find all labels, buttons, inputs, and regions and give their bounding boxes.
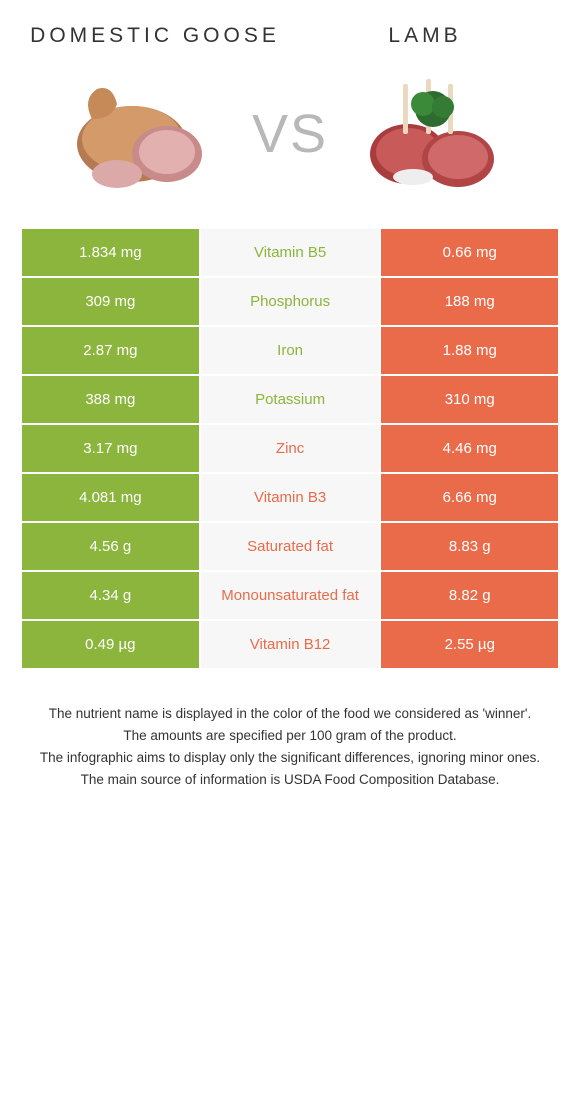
table-row: 0.49 µgVitamin B122.55 µg — [22, 621, 558, 668]
left-value: 1.834 mg — [22, 229, 199, 276]
table-row: 309 mgPhosphorus188 mg — [22, 278, 558, 325]
table-row: 388 mgPotassium310 mg — [22, 376, 558, 423]
vs-label: VS — [252, 103, 328, 165]
table-row: 3.17 mgZinc4.46 mg — [22, 425, 558, 472]
header: Domestic goose Lamb — [0, 0, 580, 59]
left-value: 4.56 g — [22, 523, 199, 570]
left-value: 388 mg — [22, 376, 199, 423]
nutrient-label: Saturated fat — [201, 523, 380, 570]
table-row: 1.834 mgVitamin B50.66 mg — [22, 229, 558, 276]
left-value: 4.081 mg — [22, 474, 199, 521]
left-value: 0.49 µg — [22, 621, 199, 668]
footer-line: The main source of information is USDA F… — [28, 770, 552, 791]
table-row: 4.56 gSaturated fat8.83 g — [22, 523, 558, 570]
nutrient-label: Iron — [201, 327, 380, 374]
vs-row: VS — [0, 59, 580, 227]
nutrient-label: Phosphorus — [201, 278, 380, 325]
right-value: 6.66 mg — [381, 474, 558, 521]
right-value: 0.66 mg — [381, 229, 558, 276]
nutrient-label: Vitamin B3 — [201, 474, 380, 521]
table-row: 4.081 mgVitamin B36.66 mg — [22, 474, 558, 521]
nutrient-label: Potassium — [201, 376, 380, 423]
left-value: 4.34 g — [22, 572, 199, 619]
table-row: 4.34 gMonounsaturated fat8.82 g — [22, 572, 558, 619]
right-value: 1.88 mg — [381, 327, 558, 374]
table-row: 2.87 mgIron1.88 mg — [22, 327, 558, 374]
footer-line: The infographic aims to display only the… — [28, 748, 552, 769]
left-value: 3.17 mg — [22, 425, 199, 472]
nutrient-label: Zinc — [201, 425, 380, 472]
right-value: 4.46 mg — [381, 425, 558, 472]
left-value: 2.87 mg — [22, 327, 199, 374]
footer-line: The nutrient name is displayed in the co… — [28, 704, 552, 725]
right-value: 188 mg — [381, 278, 558, 325]
right-title: Lamb — [290, 22, 560, 49]
right-value: 8.82 g — [381, 572, 558, 619]
comparison-table: 1.834 mgVitamin B50.66 mg309 mgPhosphoru… — [20, 227, 560, 670]
left-value: 309 mg — [22, 278, 199, 325]
nutrient-label: Vitamin B12 — [201, 621, 380, 668]
nutrient-label: Monounsaturated fat — [201, 572, 380, 619]
nutrient-label: Vitamin B5 — [201, 229, 380, 276]
right-value: 2.55 µg — [381, 621, 558, 668]
goose-image — [62, 69, 232, 199]
footer-notes: The nutrient name is displayed in the co… — [0, 670, 580, 812]
left-title: Domestic goose — [20, 22, 290, 49]
footer-line: The amounts are specified per 100 gram o… — [28, 726, 552, 747]
right-value: 310 mg — [381, 376, 558, 423]
lamb-image — [348, 69, 518, 199]
right-value: 8.83 g — [381, 523, 558, 570]
